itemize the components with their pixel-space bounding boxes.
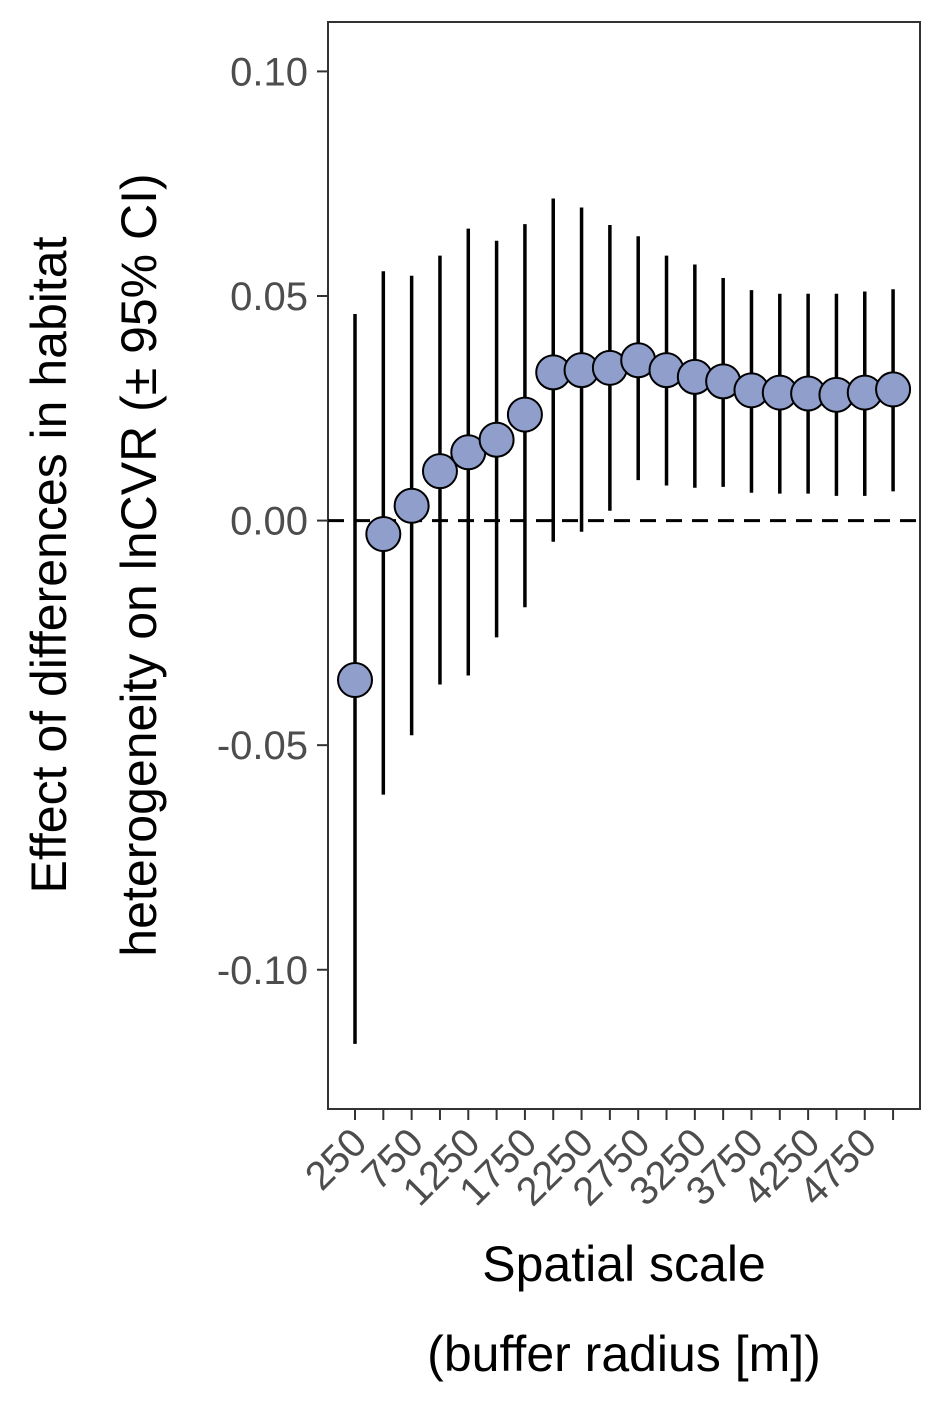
y-tick-label: 0.00 xyxy=(230,500,308,544)
data-point xyxy=(393,487,430,524)
data-point xyxy=(875,371,912,408)
y-axis: -0.10 -0.05 0.00 0.05 0.10 xyxy=(217,50,328,993)
data-point xyxy=(506,396,543,433)
x-axis-title-line-1: Spatial scale xyxy=(482,1236,766,1292)
y-axis-title-line-2: heterogeneity on lnCVR (± 95% CI) xyxy=(111,173,167,956)
data-point xyxy=(421,453,458,490)
y-tick-label: 0.05 xyxy=(230,275,308,319)
data-point xyxy=(365,516,402,553)
data-point xyxy=(337,662,373,699)
points xyxy=(337,342,912,699)
y-tick-label: -0.05 xyxy=(217,724,308,768)
data-point xyxy=(478,421,515,458)
x-axis-title-line-2: (buffer radius [m]) xyxy=(427,1326,821,1382)
plot-panel xyxy=(327,21,921,1110)
y-tick-label: 0.10 xyxy=(230,50,308,94)
y-axis-title-line-1: Effect of differences in habitat xyxy=(21,236,77,893)
y-tick-label: -0.10 xyxy=(217,949,308,993)
